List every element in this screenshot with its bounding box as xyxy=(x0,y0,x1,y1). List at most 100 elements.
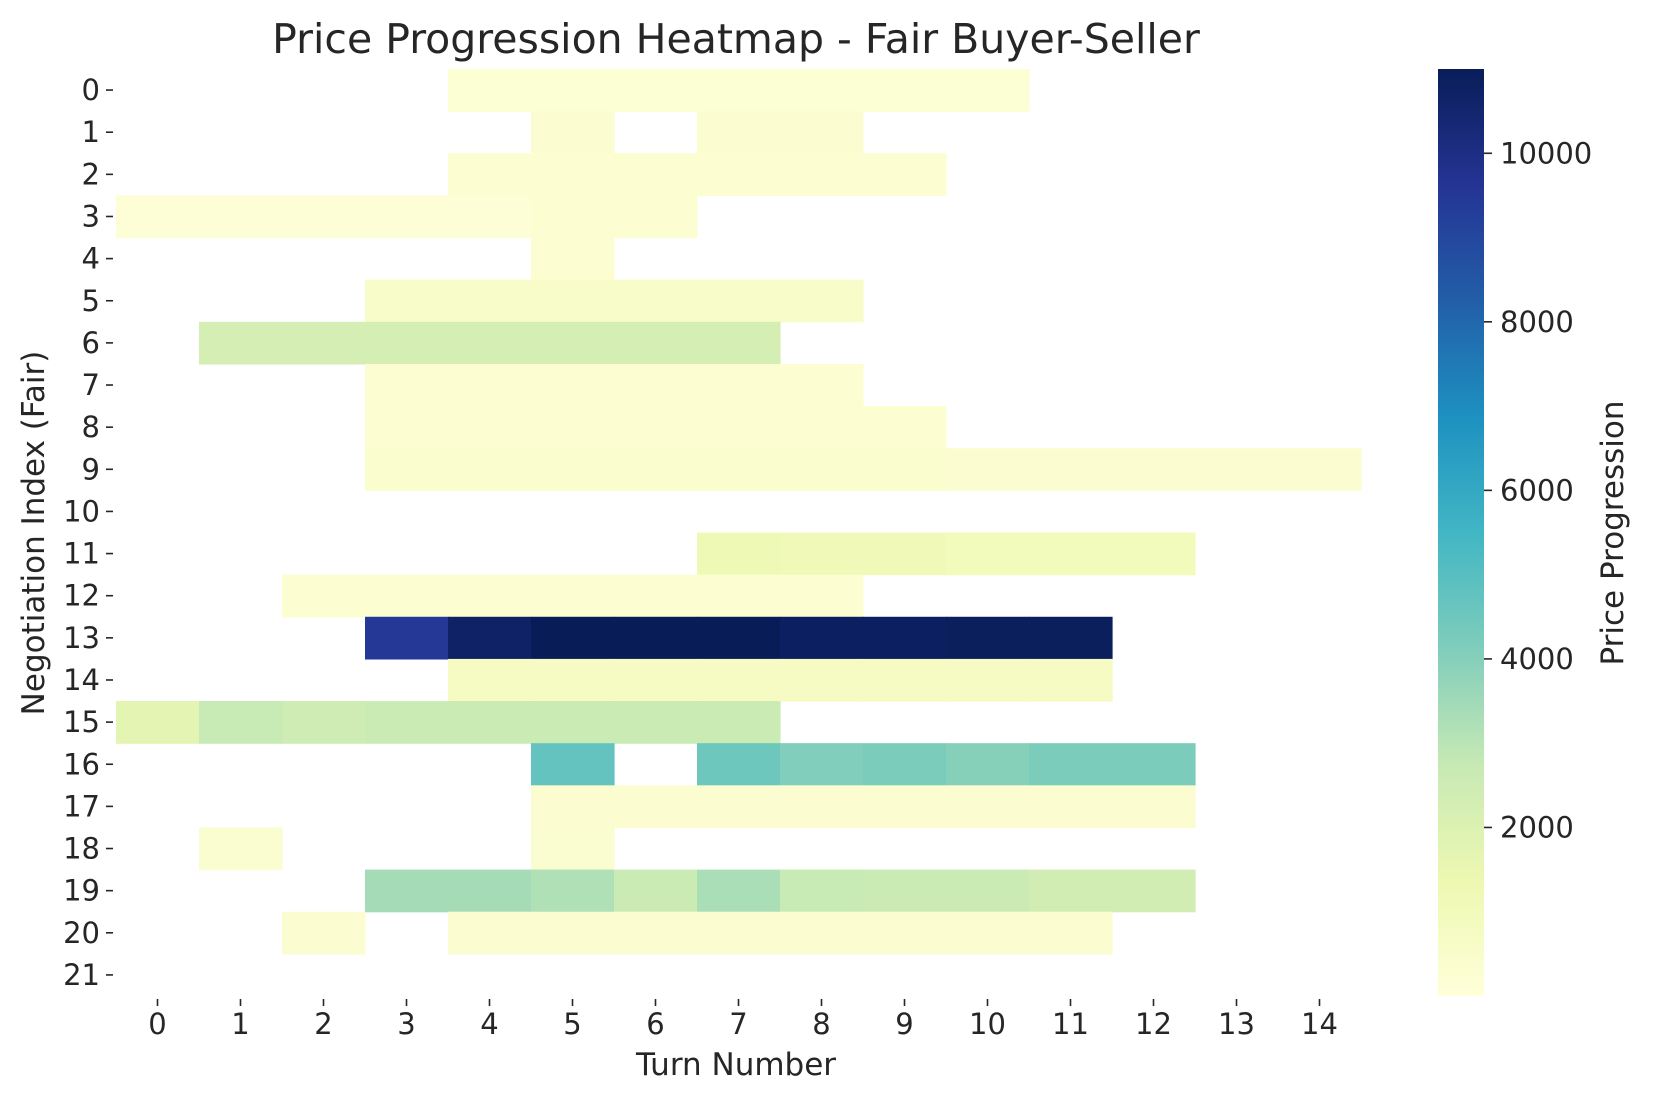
heatmap-cell xyxy=(780,911,864,955)
heatmap-cell xyxy=(531,574,615,618)
heatmap-cell xyxy=(780,406,864,449)
heatmap-cell xyxy=(697,743,781,786)
heatmap-cell xyxy=(614,869,698,913)
heatmap-cell xyxy=(614,574,698,618)
y-tick-label: 9 xyxy=(82,452,100,486)
heatmap-cell xyxy=(531,911,615,955)
heatmap-cell xyxy=(863,743,947,786)
heatmap-cell xyxy=(531,363,615,407)
heatmap-cell xyxy=(780,574,864,618)
heatmap-cell xyxy=(365,406,449,449)
heatmap-cell xyxy=(614,195,698,239)
x-tick-label: 12 xyxy=(1135,1007,1172,1041)
heatmap-cell xyxy=(531,406,615,449)
heatmap-cell xyxy=(365,195,449,239)
heatmap-cell xyxy=(448,406,532,449)
x-tick-label: 3 xyxy=(397,1007,415,1041)
heatmap-cell xyxy=(1278,448,1362,491)
heatmap-cell xyxy=(531,701,615,744)
heatmap-cell xyxy=(531,321,615,365)
y-tick-label: 15 xyxy=(63,705,100,739)
heatmap-cell xyxy=(448,195,532,239)
heatmap-cell xyxy=(282,911,366,955)
x-tick-label: 4 xyxy=(480,1007,498,1041)
y-tick-label: 0 xyxy=(82,73,100,107)
heatmap-cell xyxy=(1195,448,1279,491)
heatmap-cell xyxy=(697,616,781,660)
heatmap-cell xyxy=(614,616,698,660)
heatmap-cell xyxy=(531,448,615,491)
heatmap-cell xyxy=(697,532,781,576)
colorbar xyxy=(1438,69,1484,996)
heatmap-cell xyxy=(697,658,781,702)
y-tick-label: 8 xyxy=(82,410,100,444)
y-tick-label: 1 xyxy=(82,115,100,149)
x-tick-label: 10 xyxy=(969,1007,1006,1041)
heatmap-cell xyxy=(780,869,864,913)
heatmap-cell xyxy=(697,363,781,407)
y-axis-label: Negotiation Index (Fair) xyxy=(16,351,52,716)
heatmap-cell xyxy=(780,153,864,197)
heatmap-cell xyxy=(1112,743,1196,786)
heatmap-cell xyxy=(946,785,1030,829)
heatmap-cell xyxy=(448,869,532,913)
y-tick-label: 20 xyxy=(63,916,100,950)
heatmap-cell xyxy=(531,827,615,871)
y-tick-label: 19 xyxy=(63,874,100,908)
y-tick-label: 18 xyxy=(63,832,100,866)
heatmap-cell xyxy=(448,574,532,618)
heatmap-cell xyxy=(448,911,532,955)
heatmap-cell xyxy=(863,911,947,955)
heatmap-cell xyxy=(531,237,615,281)
heatmap-cell xyxy=(448,69,532,112)
heatmap-cell xyxy=(365,279,449,323)
heatmap-cell xyxy=(531,69,615,112)
heatmap-cell xyxy=(1029,658,1113,702)
heatmap-cell xyxy=(282,574,366,618)
colorbar-label: Price Progression xyxy=(1595,401,1631,666)
y-tick-label: 13 xyxy=(63,621,100,655)
colorbar-tick-label: 10000 xyxy=(1500,136,1592,170)
heatmap-cell xyxy=(780,658,864,702)
heatmap-cell xyxy=(531,869,615,913)
heatmap-cell xyxy=(1112,785,1196,829)
heatmap-cell xyxy=(614,69,698,112)
y-tick-label: 4 xyxy=(82,242,100,276)
heatmap-cell xyxy=(365,701,449,744)
x-tick-label: 11 xyxy=(1052,1007,1089,1041)
heatmap-cell xyxy=(780,616,864,660)
heatmap-cell xyxy=(946,658,1030,702)
heatmap-cell xyxy=(614,153,698,197)
y-tick-label: 17 xyxy=(63,789,100,823)
heatmap-cell xyxy=(531,658,615,702)
x-tick-label: 0 xyxy=(148,1007,166,1041)
x-tick-label: 5 xyxy=(563,1007,581,1041)
heatmap-cell xyxy=(863,869,947,913)
y-tick-label: 11 xyxy=(63,537,100,571)
heatmap-cell xyxy=(1029,616,1113,660)
x-tick-label: 14 xyxy=(1301,1007,1338,1041)
heatmap-cell xyxy=(780,448,864,491)
heatmap-cell xyxy=(697,279,781,323)
y-tick-label: 21 xyxy=(63,958,100,992)
y-tick-label: 16 xyxy=(63,747,100,781)
heatmap-cell xyxy=(780,785,864,829)
x-tick-label: 7 xyxy=(729,1007,747,1041)
y-tick-label: 10 xyxy=(63,494,100,528)
heatmap-cell xyxy=(282,195,366,239)
colorbar-tick-label: 8000 xyxy=(1500,305,1574,339)
heatmap-cell xyxy=(531,279,615,323)
heatmap-cell xyxy=(448,153,532,197)
heatmap-cell xyxy=(946,743,1030,786)
heatmap-cell xyxy=(697,448,781,491)
x-tick-label: 6 xyxy=(646,1007,664,1041)
heatmap-cell xyxy=(697,111,781,154)
heatmap-cell xyxy=(448,701,532,744)
x-axis-label: Turn Number xyxy=(635,1047,836,1083)
y-tick-label: 12 xyxy=(63,579,100,613)
y-tick-label: 7 xyxy=(82,368,100,402)
x-axis: 0 1 2 3 4 5 6 7 8 9 10 11 12 13 14 xyxy=(148,999,1338,1041)
x-tick-label: 9 xyxy=(895,1007,913,1041)
heatmap-cell xyxy=(614,785,698,829)
